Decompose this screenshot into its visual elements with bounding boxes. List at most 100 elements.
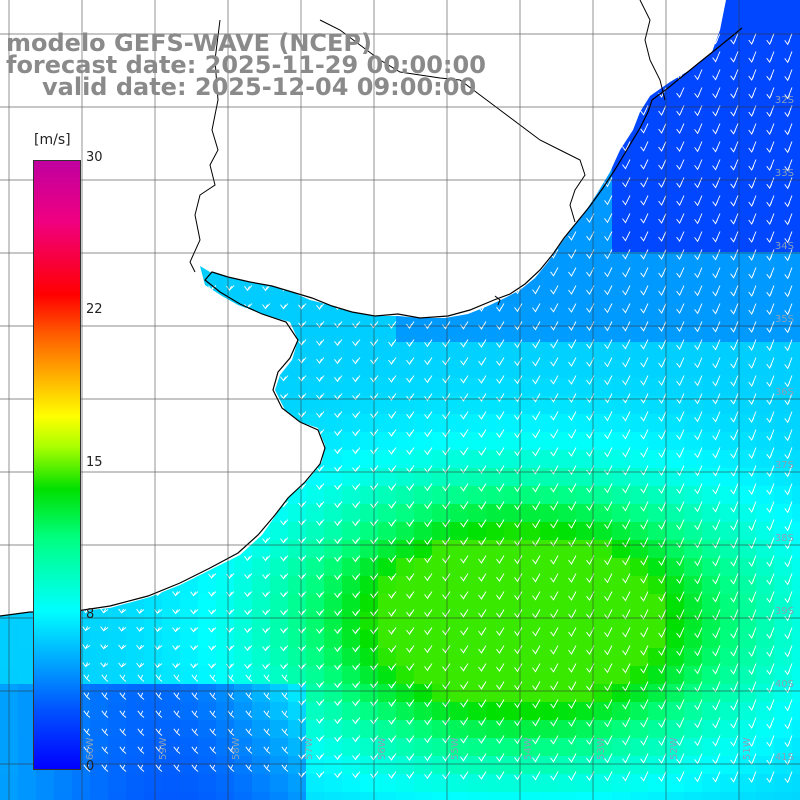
wind-arrow	[676, 231, 685, 243]
wind-arrow	[550, 699, 559, 709]
wind-arrow	[496, 321, 505, 331]
wind-arrow	[730, 573, 739, 585]
wind-arrow	[478, 339, 487, 348]
wind-cell	[216, 612, 235, 631]
wind-cell	[666, 342, 685, 361]
wind-cell	[720, 270, 739, 289]
wind-arrow	[532, 321, 541, 331]
wind-cell	[324, 522, 343, 541]
wind-cell	[612, 720, 631, 739]
wind-arrow	[424, 375, 433, 384]
wind-cell	[666, 306, 685, 325]
wind-cell	[702, 612, 721, 631]
wind-cell	[648, 468, 667, 487]
wind-arrow	[280, 663, 289, 670]
wind-cell	[180, 792, 199, 800]
wind-arrow	[550, 447, 559, 457]
wind-cell	[666, 252, 685, 271]
wind-cell	[612, 270, 631, 289]
wind-arrow	[460, 735, 469, 744]
wind-arrow	[352, 375, 361, 383]
wind-cell	[360, 558, 379, 577]
wind-cell	[360, 792, 379, 800]
wind-cell	[684, 558, 703, 577]
wind-arrow	[730, 501, 739, 513]
wind-cell	[702, 648, 721, 667]
wind-arrow	[694, 465, 703, 477]
wind-cell	[270, 558, 289, 577]
wind-cell	[612, 666, 631, 685]
wind-cell	[432, 324, 451, 343]
wind-arrow	[119, 692, 127, 700]
wind-cell	[756, 432, 775, 451]
wind-arrow	[550, 465, 559, 475]
wind-cell	[684, 162, 703, 181]
wind-cell	[792, 324, 800, 343]
wind-arrow	[496, 771, 505, 781]
wind-cell	[774, 324, 793, 343]
wind-cell	[720, 684, 739, 703]
wind-cell	[594, 288, 613, 307]
wind-cell	[576, 756, 595, 775]
wind-cell	[756, 306, 775, 325]
wind-arrow	[676, 627, 685, 639]
wind-cell	[702, 756, 721, 775]
wind-cell	[792, 432, 800, 451]
wind-cell	[306, 648, 325, 667]
wind-cell	[288, 738, 307, 757]
wind-cell	[630, 198, 649, 217]
wind-cell	[522, 504, 541, 523]
wind-cell	[756, 594, 775, 613]
wind-cell	[738, 342, 757, 361]
wind-cell	[594, 306, 613, 325]
wind-arrow	[478, 735, 487, 744]
wind-arrow	[191, 710, 199, 718]
wind-cell	[702, 54, 721, 73]
wind-arrow	[496, 663, 505, 673]
wind-arrow	[550, 627, 559, 637]
wind-arrow	[478, 699, 487, 708]
wind-cell	[720, 288, 739, 307]
wind-arrow	[190, 645, 199, 651]
wind-arrow	[568, 465, 577, 475]
wind-arrow	[694, 357, 703, 369]
wind-arrow	[460, 519, 469, 528]
wind-cell	[468, 504, 487, 523]
wind-arrow	[766, 51, 775, 64]
wind-arrow	[748, 627, 757, 639]
wind-arrow	[622, 411, 631, 422]
wind-cell	[792, 414, 800, 433]
wind-cell	[378, 450, 397, 469]
wind-cell	[540, 684, 559, 703]
wind-arrow	[460, 699, 469, 708]
wind-arrow	[766, 663, 775, 676]
wind-cell	[396, 594, 415, 613]
wind-arrow	[730, 699, 739, 711]
wind-arrow	[622, 771, 631, 782]
wind-arrow	[388, 681, 397, 689]
wind-arrow	[748, 33, 757, 45]
wind-arrow	[208, 645, 217, 651]
wind-arrow	[281, 710, 289, 718]
wind-arrow	[316, 519, 325, 526]
wind-cell	[306, 594, 325, 613]
wind-arrow	[424, 573, 433, 582]
wind-arrow	[263, 710, 271, 718]
wind-arrow	[352, 483, 361, 491]
wind-arrow	[676, 447, 685, 459]
wind-arrow	[712, 573, 721, 585]
wind-cell	[540, 594, 559, 613]
wind-arrow	[658, 645, 667, 656]
wind-arrow	[209, 746, 217, 754]
wind-arrow	[280, 375, 289, 382]
wind-cell	[432, 468, 451, 487]
wind-cell	[612, 648, 631, 667]
wind-cell	[594, 774, 613, 793]
wind-arrow	[658, 159, 667, 170]
wind-cell	[666, 378, 685, 397]
wind-arrow	[316, 501, 325, 508]
wind-arrow	[730, 123, 739, 135]
wind-cell	[234, 738, 253, 757]
wind-cell	[756, 738, 775, 757]
wind-cell	[288, 666, 307, 685]
